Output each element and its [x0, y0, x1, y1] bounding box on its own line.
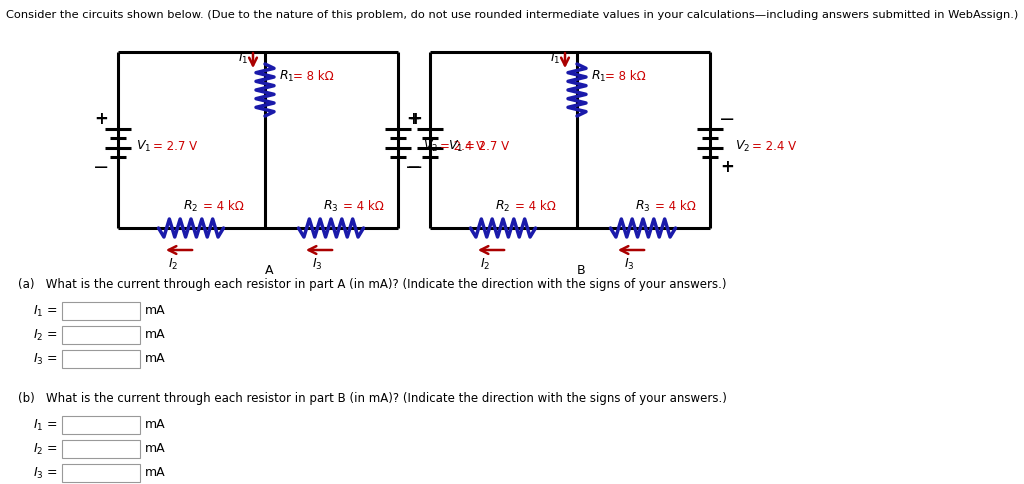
Text: $R_2$: $R_2$: [183, 198, 199, 213]
Text: $I_1$ =: $I_1$ =: [33, 303, 58, 318]
Text: $I_1$ =: $I_1$ =: [33, 417, 58, 433]
Text: $R_1$: $R_1$: [591, 68, 606, 84]
Text: +: +: [94, 110, 108, 128]
Text: −: −: [93, 157, 110, 177]
Text: +: +: [720, 158, 734, 176]
Bar: [62, 416, 140, 434]
Text: = 4 kΩ: = 4 kΩ: [655, 199, 696, 212]
Text: = 2.4 V: = 2.4 V: [440, 139, 484, 152]
Text: $R_2$: $R_2$: [496, 198, 511, 213]
Bar: [62, 440, 140, 458]
Text: $I_1$: $I_1$: [550, 50, 560, 65]
Text: $V_1$: $V_1$: [449, 138, 463, 153]
Text: mA: mA: [145, 467, 166, 480]
Text: $I_3$ =: $I_3$ =: [33, 466, 58, 481]
Text: (a)   What is the current through each resistor in part A (in mA)? (Indicate the: (a) What is the current through each res…: [18, 278, 726, 291]
Text: $V_1$: $V_1$: [136, 138, 152, 153]
Text: $I_2$ =: $I_2$ =: [33, 328, 58, 343]
Text: mA: mA: [145, 419, 166, 432]
Text: = 8 kΩ: = 8 kΩ: [293, 70, 334, 82]
Text: = 4 kΩ: = 4 kΩ: [203, 199, 244, 212]
Bar: [62, 350, 140, 368]
Text: A: A: [265, 263, 273, 276]
Text: $V_2$: $V_2$: [735, 138, 751, 153]
Text: $I_2$: $I_2$: [480, 257, 490, 272]
Text: $I_2$ =: $I_2$ =: [33, 441, 58, 456]
Text: mA: mA: [145, 329, 166, 342]
Bar: [62, 464, 140, 482]
Text: $I_3$: $I_3$: [311, 257, 323, 272]
Text: +: +: [407, 110, 420, 128]
Text: −: −: [404, 157, 421, 177]
Text: mA: mA: [145, 304, 166, 318]
Text: $I_1$: $I_1$: [238, 50, 248, 65]
Text: mA: mA: [145, 442, 166, 455]
Text: $I_3$ =: $I_3$ =: [33, 351, 58, 366]
Text: B: B: [577, 263, 586, 276]
Text: = 2.4 V: = 2.4 V: [752, 139, 796, 152]
Text: = 4 kΩ: = 4 kΩ: [343, 199, 384, 212]
Text: $I_2$: $I_2$: [168, 257, 178, 272]
Text: $R_1$: $R_1$: [279, 68, 295, 84]
Text: $R_3$: $R_3$: [635, 198, 651, 213]
Text: = 4 kΩ: = 4 kΩ: [515, 199, 556, 212]
Text: $R_3$: $R_3$: [324, 198, 339, 213]
Text: $I_3$: $I_3$: [624, 257, 634, 272]
Text: −: −: [719, 109, 735, 128]
Bar: [62, 326, 140, 344]
Text: Consider the circuits shown below. (Due to the nature of this problem, do not us: Consider the circuits shown below. (Due …: [6, 10, 1018, 20]
Text: −: −: [407, 157, 423, 177]
Text: = 8 kΩ: = 8 kΩ: [605, 70, 646, 82]
Text: mA: mA: [145, 352, 166, 365]
Text: = 2.7 V: = 2.7 V: [465, 139, 509, 152]
Text: $V_2$: $V_2$: [423, 138, 438, 153]
Text: (b)   What is the current through each resistor in part B (in mA)? (Indicate the: (b) What is the current through each res…: [18, 392, 727, 405]
Bar: [62, 302, 140, 320]
Text: = 2.7 V: = 2.7 V: [153, 139, 198, 152]
Text: +: +: [408, 110, 422, 128]
